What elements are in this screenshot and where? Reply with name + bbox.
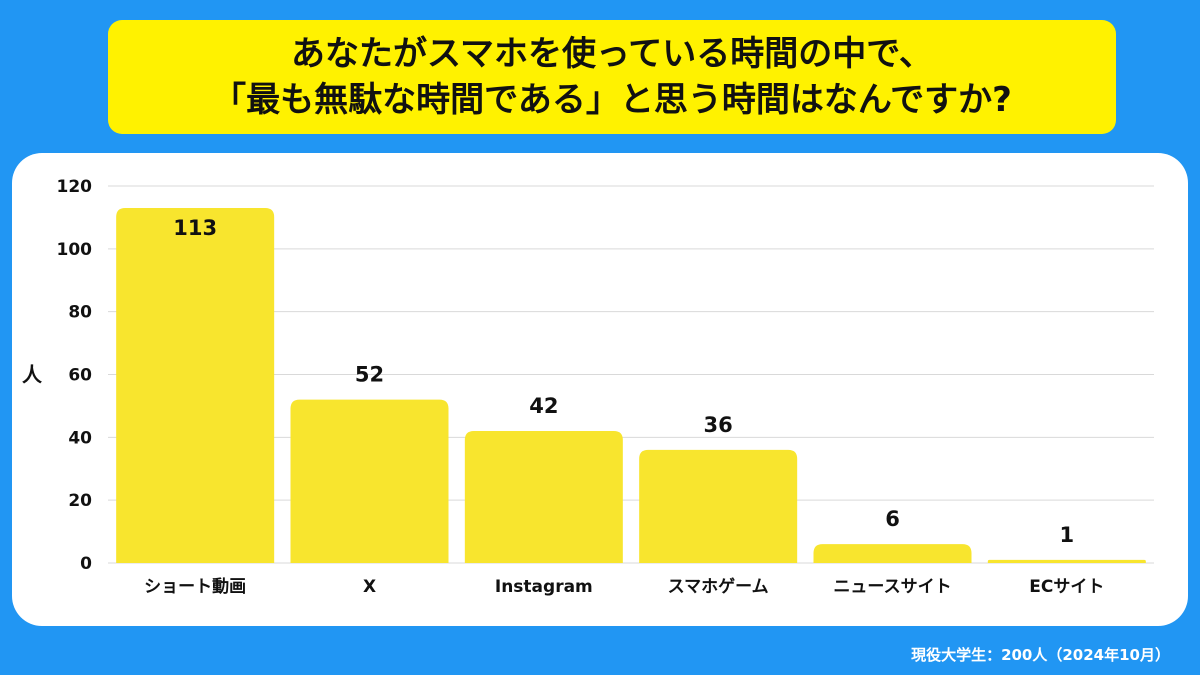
y-tick-label: 120 bbox=[57, 177, 93, 197]
x-tick-label: ECサイト bbox=[1029, 577, 1104, 597]
data-label: 113 bbox=[173, 216, 217, 240]
x-tick-label: ショート動画 bbox=[144, 576, 246, 597]
bar bbox=[639, 449, 798, 563]
x-tick-label: X bbox=[363, 577, 376, 597]
title-banner: あなたがスマホを使っている時間の中で、 「最も無駄な時間である」と思う時間はなん… bbox=[108, 20, 1116, 134]
y-tick-label: 0 bbox=[80, 554, 92, 574]
bar bbox=[813, 544, 972, 563]
bar bbox=[987, 559, 1146, 563]
title-line-2: 「最も無駄な時間である」と思う時間はなんですか? bbox=[212, 80, 1012, 120]
x-tick-label: ニュースサイト bbox=[833, 577, 951, 597]
data-label: 52 bbox=[355, 363, 384, 387]
chart-card: 0 20 40 60 80 100 120 人 113 ショート動画 52 X 42 Instagram 3… bbox=[12, 153, 1188, 626]
data-label: 42 bbox=[529, 394, 558, 418]
bar bbox=[116, 207, 275, 563]
footnote: 現役大学生：200人（2024年10月） bbox=[911, 646, 1170, 664]
data-label: 1 bbox=[1060, 523, 1075, 547]
title-line-1: あなたがスマホを使っている時間の中で、 bbox=[291, 34, 933, 74]
y-tick-label: 40 bbox=[68, 428, 92, 448]
y-axis-label: 人 bbox=[22, 363, 43, 387]
y-tick-label: 20 bbox=[68, 491, 92, 511]
bar bbox=[464, 431, 623, 563]
y-tick-label: 100 bbox=[57, 240, 93, 260]
x-tick-label: スマホゲーム bbox=[668, 576, 769, 597]
y-tick-label: 80 bbox=[68, 303, 92, 323]
y-tick-label: 60 bbox=[68, 366, 92, 386]
data-label: 36 bbox=[704, 413, 733, 437]
data-label: 6 bbox=[885, 507, 900, 531]
x-tick-label: Instagram bbox=[495, 577, 593, 597]
bar bbox=[290, 399, 449, 563]
bar-chart: 0 20 40 60 80 100 120 人 113 ショート動画 52 X 42 Instagram 3… bbox=[22, 177, 1154, 597]
